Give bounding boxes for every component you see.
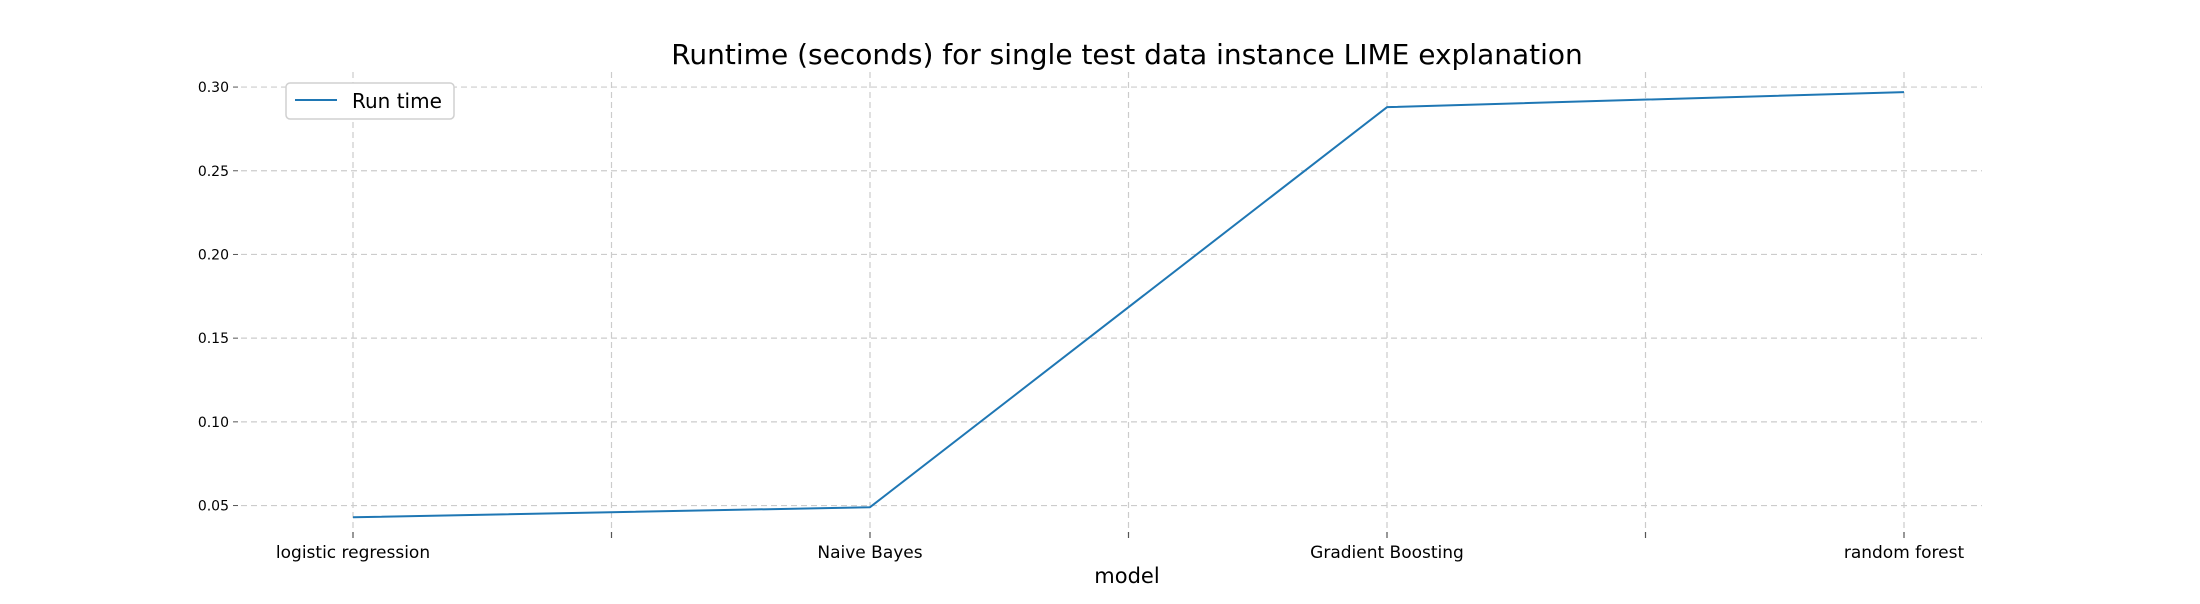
data-point — [1903, 91, 1905, 93]
data-point — [869, 506, 871, 508]
grid — [241, 72, 1982, 534]
series-line-run-time — [352, 91, 1905, 519]
legend-label: Run time — [352, 89, 442, 113]
y-tick-label: 0.10 — [198, 415, 229, 431]
x-tick-label: Naive Bayes — [817, 543, 922, 563]
legend-box — [285, 82, 455, 120]
data-point — [1386, 106, 1388, 108]
x-axis: logistic regression Naive Bayes Gradient B… — [276, 532, 1965, 563]
y-tick-label: 0.25 — [198, 164, 229, 180]
x-tick-label: Gradient Boosting — [1310, 543, 1464, 563]
y-axis: 0.05 0.10 0.15 0.20 0.25 0.30 — [198, 80, 238, 515]
series-layer — [352, 91, 1905, 519]
y-tick-label: 0.05 — [198, 499, 229, 515]
x-tick-label: logistic regression — [276, 543, 430, 563]
y-tick-label: 0.30 — [198, 80, 229, 96]
x-tick-label: random forest — [1844, 543, 1965, 563]
x-axis-label: model — [1094, 564, 1159, 588]
data-point — [352, 516, 354, 518]
chart-title: Runtime (seconds) for single test data i… — [671, 38, 1583, 71]
y-tick-label: 0.20 — [198, 247, 229, 263]
y-tick-label: 0.15 — [198, 331, 229, 347]
legend: Run time — [285, 82, 455, 120]
